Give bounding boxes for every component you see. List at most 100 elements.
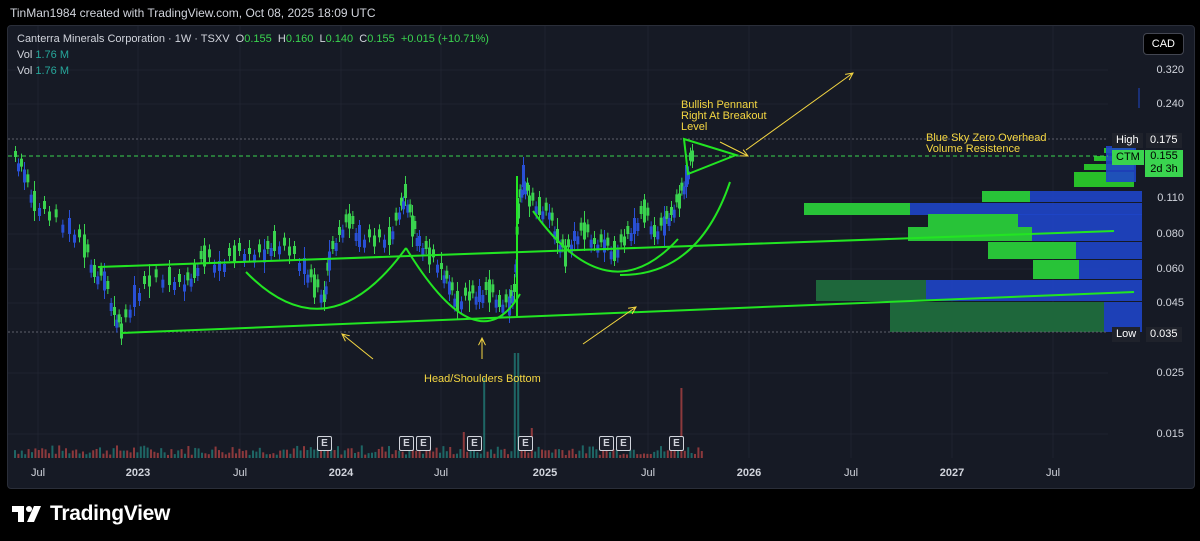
volume-profile-bar — [982, 191, 1030, 202]
candle-body — [323, 290, 326, 302]
volume-bar — [439, 452, 441, 458]
earnings-badge[interactable]: E — [317, 436, 332, 451]
volume-profile-bar — [1033, 260, 1079, 279]
earnings-badge[interactable]: E — [599, 436, 614, 451]
open-key: O — [235, 33, 245, 45]
earnings-badge[interactable]: E — [399, 436, 414, 451]
volume-bar — [513, 353, 516, 458]
volume-bar — [44, 449, 47, 458]
symbol-name[interactable]: Canterra Minerals Corporation · 1W · TSX… — [17, 33, 230, 45]
volume-bar — [99, 447, 101, 458]
candle-body — [363, 239, 366, 248]
volume-bar — [425, 446, 428, 458]
candle-body — [133, 285, 136, 307]
candle-body — [550, 212, 554, 221]
candle-body — [682, 186, 686, 195]
candle-body — [309, 269, 313, 278]
candle-body — [20, 158, 23, 167]
candle-body — [278, 246, 281, 255]
candle-body — [678, 193, 681, 209]
candle-body — [663, 216, 666, 236]
volume-profile-bar — [816, 280, 926, 301]
candle-body — [522, 165, 525, 187]
volume-bar — [374, 451, 377, 458]
candle-body — [406, 204, 410, 213]
volume-bar — [180, 449, 183, 458]
volume-bar — [639, 454, 642, 458]
candle-body — [415, 238, 419, 246]
volume-legend-row[interactable]: Vol 1.76 M — [17, 49, 69, 61]
candle-body — [603, 239, 606, 253]
volume-bar — [275, 454, 278, 458]
pennant-annotation[interactable]: Bullish Pennant Right At Breakout Level — [681, 99, 767, 133]
ticker-label: CTM — [1112, 150, 1144, 165]
volume-bar — [218, 450, 220, 458]
volume-bar — [677, 450, 679, 458]
volume-bar — [377, 449, 380, 458]
volume-legend-row[interactable]: Vol 1.76 M — [17, 65, 69, 77]
annotation-arrowhead — [845, 72, 854, 81]
candle-body — [665, 211, 669, 219]
candle-body — [408, 204, 412, 213]
volume-bar — [269, 454, 271, 458]
volume-bar — [442, 446, 445, 458]
volume-bar — [483, 378, 486, 458]
volume-bar — [150, 449, 152, 458]
candle-body — [273, 231, 276, 251]
candle-body — [178, 274, 181, 282]
volume-bar — [235, 453, 237, 458]
volume-bar — [20, 450, 23, 458]
head-shoulders-annotation[interactable]: Head/Shoulders Bottom — [424, 373, 541, 385]
volume-profile-bar — [1074, 172, 1134, 179]
chart-panel[interactable]: Canterra Minerals Corporation · 1W · TSX… — [7, 25, 1195, 489]
tradingview-brand[interactable]: TradingView — [12, 500, 170, 528]
candle-body — [324, 286, 328, 295]
volume-bar — [309, 447, 312, 458]
blue-sky-annotation[interactable]: Blue Sky Zero Overhead Volume Resistence — [926, 132, 1047, 155]
volume-profile-bar — [982, 191, 1142, 202]
volume-bar — [82, 451, 84, 458]
volume-bar — [503, 448, 506, 458]
volume-bar — [663, 451, 666, 458]
volume-bar — [252, 450, 254, 458]
candle-body — [442, 275, 446, 284]
volume-value: 1.76 M — [35, 49, 69, 61]
candle-body — [128, 309, 132, 318]
volume-bar — [245, 450, 248, 458]
candle-body — [199, 251, 203, 259]
earnings-badge[interactable]: E — [669, 436, 684, 451]
x-tick-label: 2024 — [328, 467, 354, 479]
volume-bar — [221, 452, 224, 458]
candle-body — [450, 282, 454, 291]
volume-bar — [524, 446, 526, 458]
volume-bar — [595, 449, 598, 458]
candle-body — [316, 279, 320, 288]
volume-bar — [156, 452, 159, 458]
volume-bar — [357, 451, 360, 458]
last-price-label: 0.155 2d 3h — [1145, 150, 1183, 177]
earnings-badge[interactable]: E — [518, 436, 533, 451]
annotation-arrow-line — [745, 72, 854, 151]
low-key: L — [319, 33, 326, 45]
low-value: 0.140 — [325, 33, 354, 45]
candle-body — [564, 245, 567, 267]
candle-body — [258, 244, 261, 253]
volume-bar — [541, 449, 543, 458]
candle-body — [538, 197, 541, 215]
candle-body — [518, 189, 522, 198]
earnings-badge[interactable]: E — [467, 436, 482, 451]
volume-bar — [636, 454, 639, 458]
earnings-badge[interactable]: E — [416, 436, 431, 451]
candle-body — [228, 248, 231, 256]
high-price-label: High — [1112, 133, 1143, 148]
volume-bar — [469, 445, 472, 458]
volume-bar — [163, 452, 166, 458]
x-tick-label: Jul — [232, 467, 248, 479]
earnings-badge[interactable]: E — [616, 436, 631, 451]
candle-body — [303, 258, 306, 274]
volume-bar — [282, 449, 285, 458]
currency-button[interactable]: CAD — [1142, 33, 1184, 55]
volume-bar — [568, 450, 571, 458]
price-chart[interactable] — [8, 26, 1194, 488]
volume-bar — [575, 454, 577, 458]
